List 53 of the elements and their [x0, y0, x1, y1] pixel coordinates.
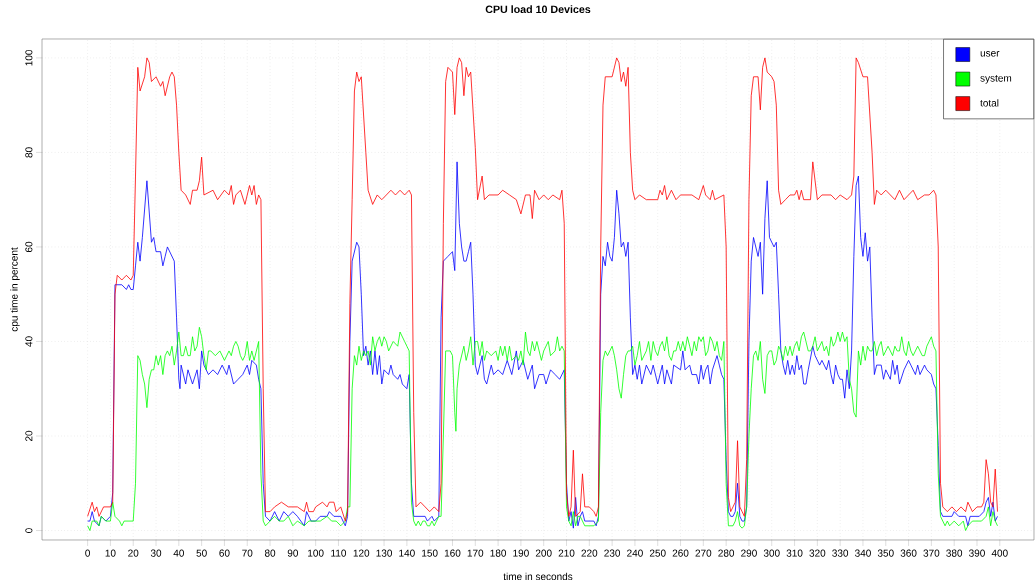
x-tick-label: 40 [173, 549, 184, 557]
x-tick-label: 360 [900, 549, 917, 557]
y-axis-title: cpu time in percent [10, 247, 20, 332]
x-tick-label: 320 [809, 549, 826, 557]
x-tick-label: 50 [196, 549, 207, 557]
x-tick-label: 330 [832, 549, 849, 557]
x-tick-label: 190 [513, 549, 529, 557]
x-tick-label: 260 [672, 549, 689, 557]
x-axis-title: time in seconds [503, 572, 573, 581]
x-tick-label: 200 [535, 549, 552, 557]
x-tick-label: 180 [490, 549, 507, 557]
x-tick-label: 70 [242, 549, 253, 557]
x-tick-label: 0 [85, 549, 90, 557]
y-tick-label: 60 [25, 241, 33, 253]
y-tick-label: 100 [25, 49, 33, 66]
legend-label: total [980, 99, 999, 107]
legend-label: system [980, 75, 1012, 84]
chart-title: CPU load 10 Devices [485, 5, 591, 14]
x-tick-label: 160 [444, 549, 461, 557]
x-tick-label: 340 [855, 549, 871, 557]
x-tick-label: 110 [331, 549, 347, 557]
x-tick-label: 400 [991, 549, 1008, 557]
x-tick-label: 230 [604, 549, 621, 557]
x-tick-label: 30 [150, 549, 162, 557]
x-tick-label: 390 [969, 549, 985, 557]
x-tick-label: 350 [877, 549, 894, 557]
x-tick-label: 80 [264, 549, 276, 557]
x-tick-label: 10 [105, 549, 116, 557]
x-tick-label: 130 [376, 549, 393, 557]
x-tick-label: 280 [718, 549, 735, 557]
x-tick-label: 380 [946, 549, 963, 557]
x-tick-label: 100 [308, 549, 324, 557]
y-tick-label: 80 [25, 147, 33, 158]
x-tick-label: 150 [422, 549, 438, 557]
x-tick-label: 90 [287, 549, 299, 557]
x-tick-label: 140 [399, 549, 415, 557]
x-tick-label: 170 [467, 549, 484, 557]
x-tick-label: 300 [763, 549, 780, 557]
x-tick-label: 20 [128, 549, 139, 557]
x-tick-label: 250 [649, 549, 666, 557]
x-tick-label: 120 [353, 549, 370, 557]
x-tick-label: 370 [923, 549, 940, 557]
x-tick-label: 220 [581, 549, 598, 557]
x-tick-label: 270 [695, 549, 712, 557]
legend-label: user [980, 51, 1000, 57]
y-tick-label: 40 [25, 336, 33, 347]
y-tick-label: 20 [25, 430, 33, 442]
x-tick-label: 310 [786, 549, 803, 557]
x-tick-label: 210 [558, 549, 575, 557]
y-tick-label: 0 [25, 528, 33, 533]
x-tick-label: 240 [627, 549, 643, 557]
x-tick-label: 290 [741, 549, 757, 557]
x-tick-label: 60 [219, 549, 230, 557]
